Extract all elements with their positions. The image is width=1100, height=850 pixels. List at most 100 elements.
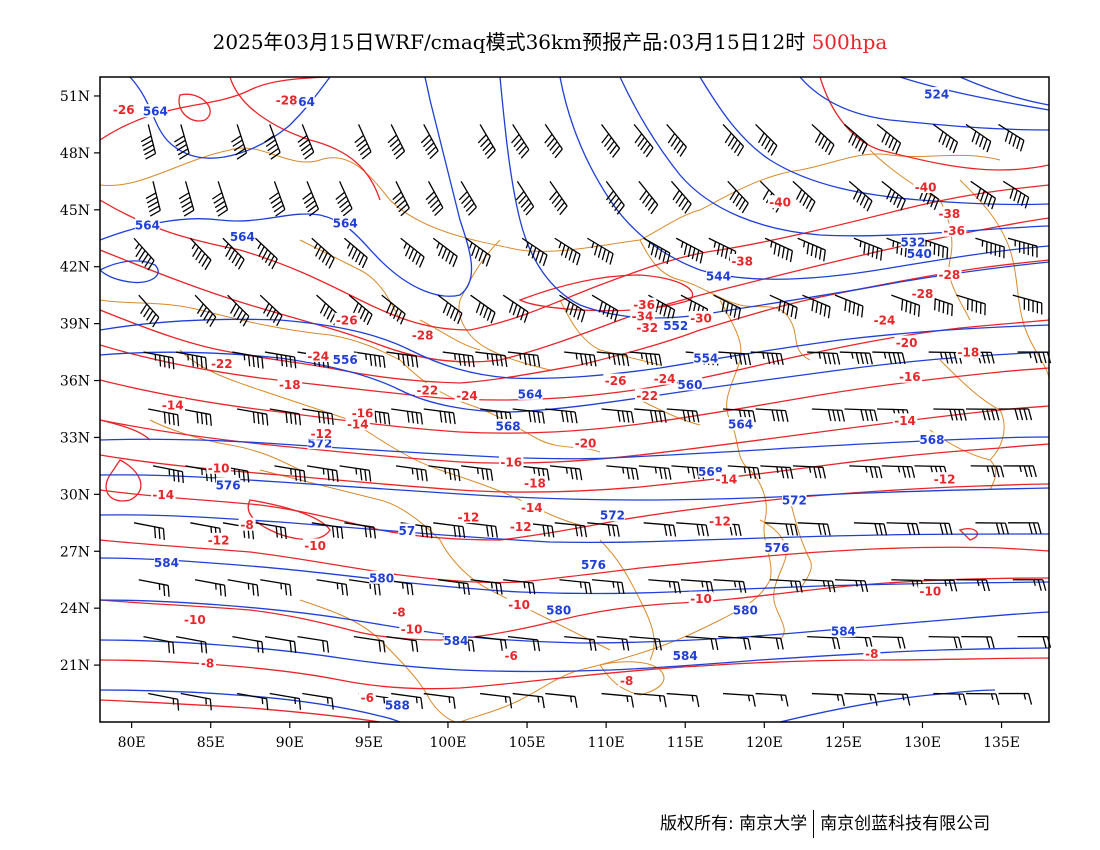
contour-label: -28 — [276, 93, 298, 107]
wind-barb — [297, 635, 330, 653]
wind-barb — [559, 294, 586, 323]
wind-barb — [755, 408, 789, 422]
wind-barb — [554, 522, 588, 538]
wind-barb — [881, 465, 916, 478]
wind-barb — [353, 351, 386, 368]
contour-label-bg — [900, 235, 926, 249]
contour-label-bg — [728, 417, 753, 431]
wind-barb — [596, 635, 630, 651]
contour-label-bg — [502, 648, 520, 662]
wind-barb — [227, 294, 250, 327]
wind-barb — [792, 180, 816, 213]
contour-label-bg — [506, 597, 532, 611]
wind-barb — [311, 522, 344, 539]
contour-label: -18 — [957, 346, 979, 360]
wind-barb — [606, 465, 639, 480]
wind-barb — [933, 692, 967, 706]
wind-barb — [1012, 294, 1043, 315]
wind-barb — [559, 579, 592, 595]
wind-barb — [638, 465, 672, 480]
contour-label: 532 — [900, 236, 925, 250]
wind-barb — [591, 579, 625, 594]
wind-barb — [138, 294, 160, 328]
chart-title: 2025年03月15日WRF/cmaq模式36km预报产品:03月15日12时 … — [0, 26, 1100, 55]
contour-label: 524 — [924, 88, 949, 102]
contour-label-bg — [151, 487, 176, 501]
contour-label-bg — [334, 312, 359, 326]
contour-label: 564 — [518, 387, 543, 401]
wind-barb — [769, 294, 798, 320]
contour-label-bg — [630, 309, 655, 323]
wind-barb — [339, 465, 372, 482]
wind-barb — [601, 124, 621, 158]
contour-label-bg — [635, 320, 660, 334]
contour-label-bg — [672, 648, 698, 662]
wind-barb — [881, 180, 906, 211]
contour-label-bg — [154, 555, 179, 569]
wind-barb — [316, 579, 349, 596]
wind-barb — [353, 635, 386, 653]
wind-barb — [461, 465, 494, 481]
wind-barb — [507, 351, 541, 367]
contour-label: -20 — [896, 336, 918, 350]
contour-label-bg — [215, 477, 241, 491]
latitude-axis: 51N 48N 45N 42N 39N 36N 33N 30N 27N 24N 21N — [60, 89, 100, 674]
lon-tick-label: 100E — [429, 735, 466, 751]
wind-barb — [975, 237, 1005, 259]
wind-barb — [811, 123, 835, 156]
lon-tick-label: 90E — [276, 735, 304, 751]
contour-label-bg — [199, 656, 217, 670]
contour-label: 556 — [333, 353, 358, 367]
wind-barb — [886, 522, 920, 535]
wind-barb — [1017, 351, 1052, 364]
wind-barb — [1007, 237, 1038, 258]
contour-label: 568 — [496, 420, 521, 434]
contour-label: -10 — [184, 613, 206, 627]
wind-barb — [311, 237, 335, 269]
wind-barb — [764, 237, 794, 263]
contour-label: -20 — [575, 437, 597, 451]
contour-label: -14 — [894, 414, 916, 428]
contour-label-bg — [546, 603, 571, 617]
wind-barb — [178, 181, 195, 217]
contour-label: 564 — [333, 217, 358, 231]
wind-barb — [923, 579, 958, 592]
wind-barb — [727, 180, 749, 214]
wind-barb — [891, 294, 921, 317]
contour-label: -38 — [939, 207, 961, 221]
contour-label-bg — [135, 217, 160, 231]
wind-barb — [591, 294, 619, 322]
wind-barb — [420, 124, 439, 160]
contour-label: -8 — [392, 605, 405, 619]
contour-label-bg — [924, 87, 949, 101]
wind-barb — [175, 351, 208, 369]
contour-label-bg — [688, 591, 714, 605]
wind-barb — [587, 522, 620, 537]
wind-barb — [750, 635, 784, 650]
contour-label: -18 — [524, 476, 546, 490]
wind-barb — [269, 408, 302, 426]
wind-barb — [605, 180, 625, 215]
wind-barb — [807, 351, 841, 365]
contour-label-bg — [635, 388, 660, 402]
contour-label-bg — [143, 104, 168, 118]
wind-barb — [975, 522, 1009, 535]
wind-barb — [769, 579, 803, 593]
contour-label: 554 — [693, 351, 718, 365]
wind-barb — [877, 692, 911, 706]
contour-label: -16 — [500, 456, 522, 470]
lon-tick-label: 85E — [197, 735, 225, 751]
contour-label: -26 — [605, 374, 627, 388]
contour-label-bg — [892, 413, 918, 427]
contour-label: 544 — [706, 270, 731, 284]
wind-barb — [839, 351, 873, 365]
wind-barb — [676, 522, 709, 537]
contour-label-bg — [369, 570, 394, 584]
wind-barb — [174, 124, 190, 160]
contour-label: -38 — [731, 255, 753, 269]
contour-label-bg — [495, 419, 521, 433]
contour-label: -10 — [304, 539, 326, 553]
contour-label-bg — [182, 612, 208, 626]
lat-tick-label: 48N — [60, 146, 90, 162]
wind-barb — [255, 237, 278, 270]
